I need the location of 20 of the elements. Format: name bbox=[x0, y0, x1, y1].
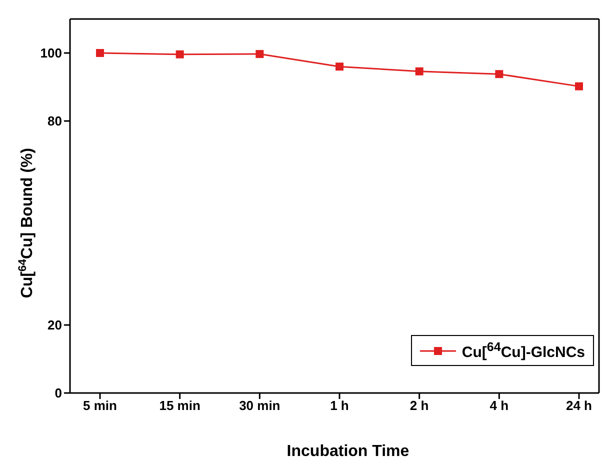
y-tick-label: 100 bbox=[40, 46, 62, 61]
y-tick-label: 0 bbox=[54, 386, 62, 401]
point bbox=[575, 82, 583, 90]
point bbox=[415, 67, 424, 76]
x-tick-label: 2 h bbox=[410, 398, 429, 414]
legend-label: Cu[$^{64}$Cu]-GlcNCs bbox=[462, 340, 585, 361]
y-tick-label: 20 bbox=[48, 318, 62, 333]
point bbox=[336, 62, 344, 71]
x-tick-label: 5 min bbox=[83, 398, 118, 414]
x-tick-label: 30 min bbox=[239, 398, 280, 414]
x-tick-label: 24 h bbox=[566, 398, 592, 414]
x-axis-title: Incubation Time bbox=[286, 443, 410, 460]
x-tick-label: 4 h bbox=[490, 398, 509, 414]
point bbox=[495, 70, 504, 78]
y-tick-label: 80 bbox=[48, 114, 62, 129]
x-tick-label: 1 h bbox=[330, 398, 349, 414]
x-tick-label: 15 min bbox=[159, 398, 200, 414]
point bbox=[176, 50, 184, 58]
point bbox=[256, 50, 264, 58]
point bbox=[96, 49, 104, 57]
